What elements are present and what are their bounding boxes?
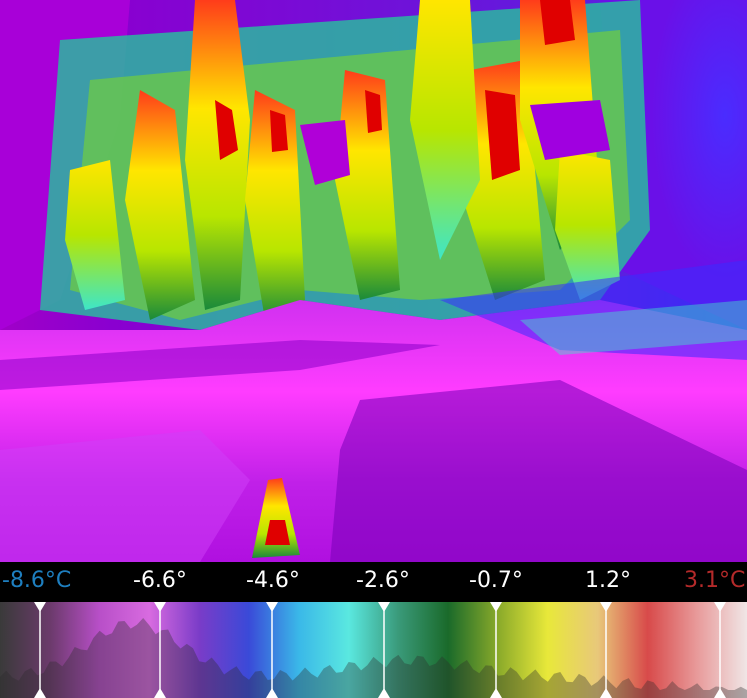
cold-gap-2 bbox=[530, 100, 610, 160]
scale-max-label: 3.1°C bbox=[684, 568, 746, 593]
marker-top bbox=[714, 602, 726, 612]
marker-top bbox=[378, 602, 390, 612]
marker-top bbox=[490, 602, 502, 612]
marker-bottom bbox=[490, 688, 502, 698]
marker-top bbox=[600, 602, 612, 612]
ground-shadow-band bbox=[0, 340, 440, 390]
scale-tick-label: -4.6° bbox=[246, 568, 300, 593]
marker-top bbox=[266, 602, 278, 612]
marker-top bbox=[34, 602, 46, 612]
marker-bottom bbox=[154, 688, 166, 698]
marker-bottom bbox=[600, 688, 612, 698]
palette-histogram bbox=[0, 602, 747, 698]
scale-tick-label: -2.6° bbox=[356, 568, 410, 593]
scale-tick-label: -6.6° bbox=[133, 568, 187, 593]
dark-snow-patch bbox=[330, 380, 747, 562]
tree-crowns bbox=[65, 0, 620, 320]
marker-bottom bbox=[34, 688, 46, 698]
thermal-image bbox=[0, 0, 747, 562]
scale-min-label: -8.6°C bbox=[2, 568, 72, 593]
cold-gap-1 bbox=[300, 120, 350, 185]
histogram-shape bbox=[0, 618, 747, 698]
temperature-scale: -8.6°C -6.6° -4.6° -2.6° -0.7° 1.2° 3.1°… bbox=[0, 562, 747, 602]
bright-snow-patch bbox=[0, 430, 250, 562]
scale-tick-label: 1.2° bbox=[585, 568, 631, 593]
ground-cyan-strip bbox=[520, 300, 747, 355]
thermal-scene bbox=[0, 0, 747, 562]
marker-top bbox=[154, 602, 166, 612]
ground-shade-right bbox=[440, 260, 747, 360]
foreground-tree-hot bbox=[265, 520, 290, 545]
palette-gradient bbox=[0, 602, 747, 698]
marker-bottom bbox=[266, 688, 278, 698]
scale-tick-label: -0.7° bbox=[469, 568, 523, 593]
palette-bar bbox=[0, 602, 747, 698]
marker-bottom bbox=[378, 688, 390, 698]
marker-bottom bbox=[714, 688, 726, 698]
